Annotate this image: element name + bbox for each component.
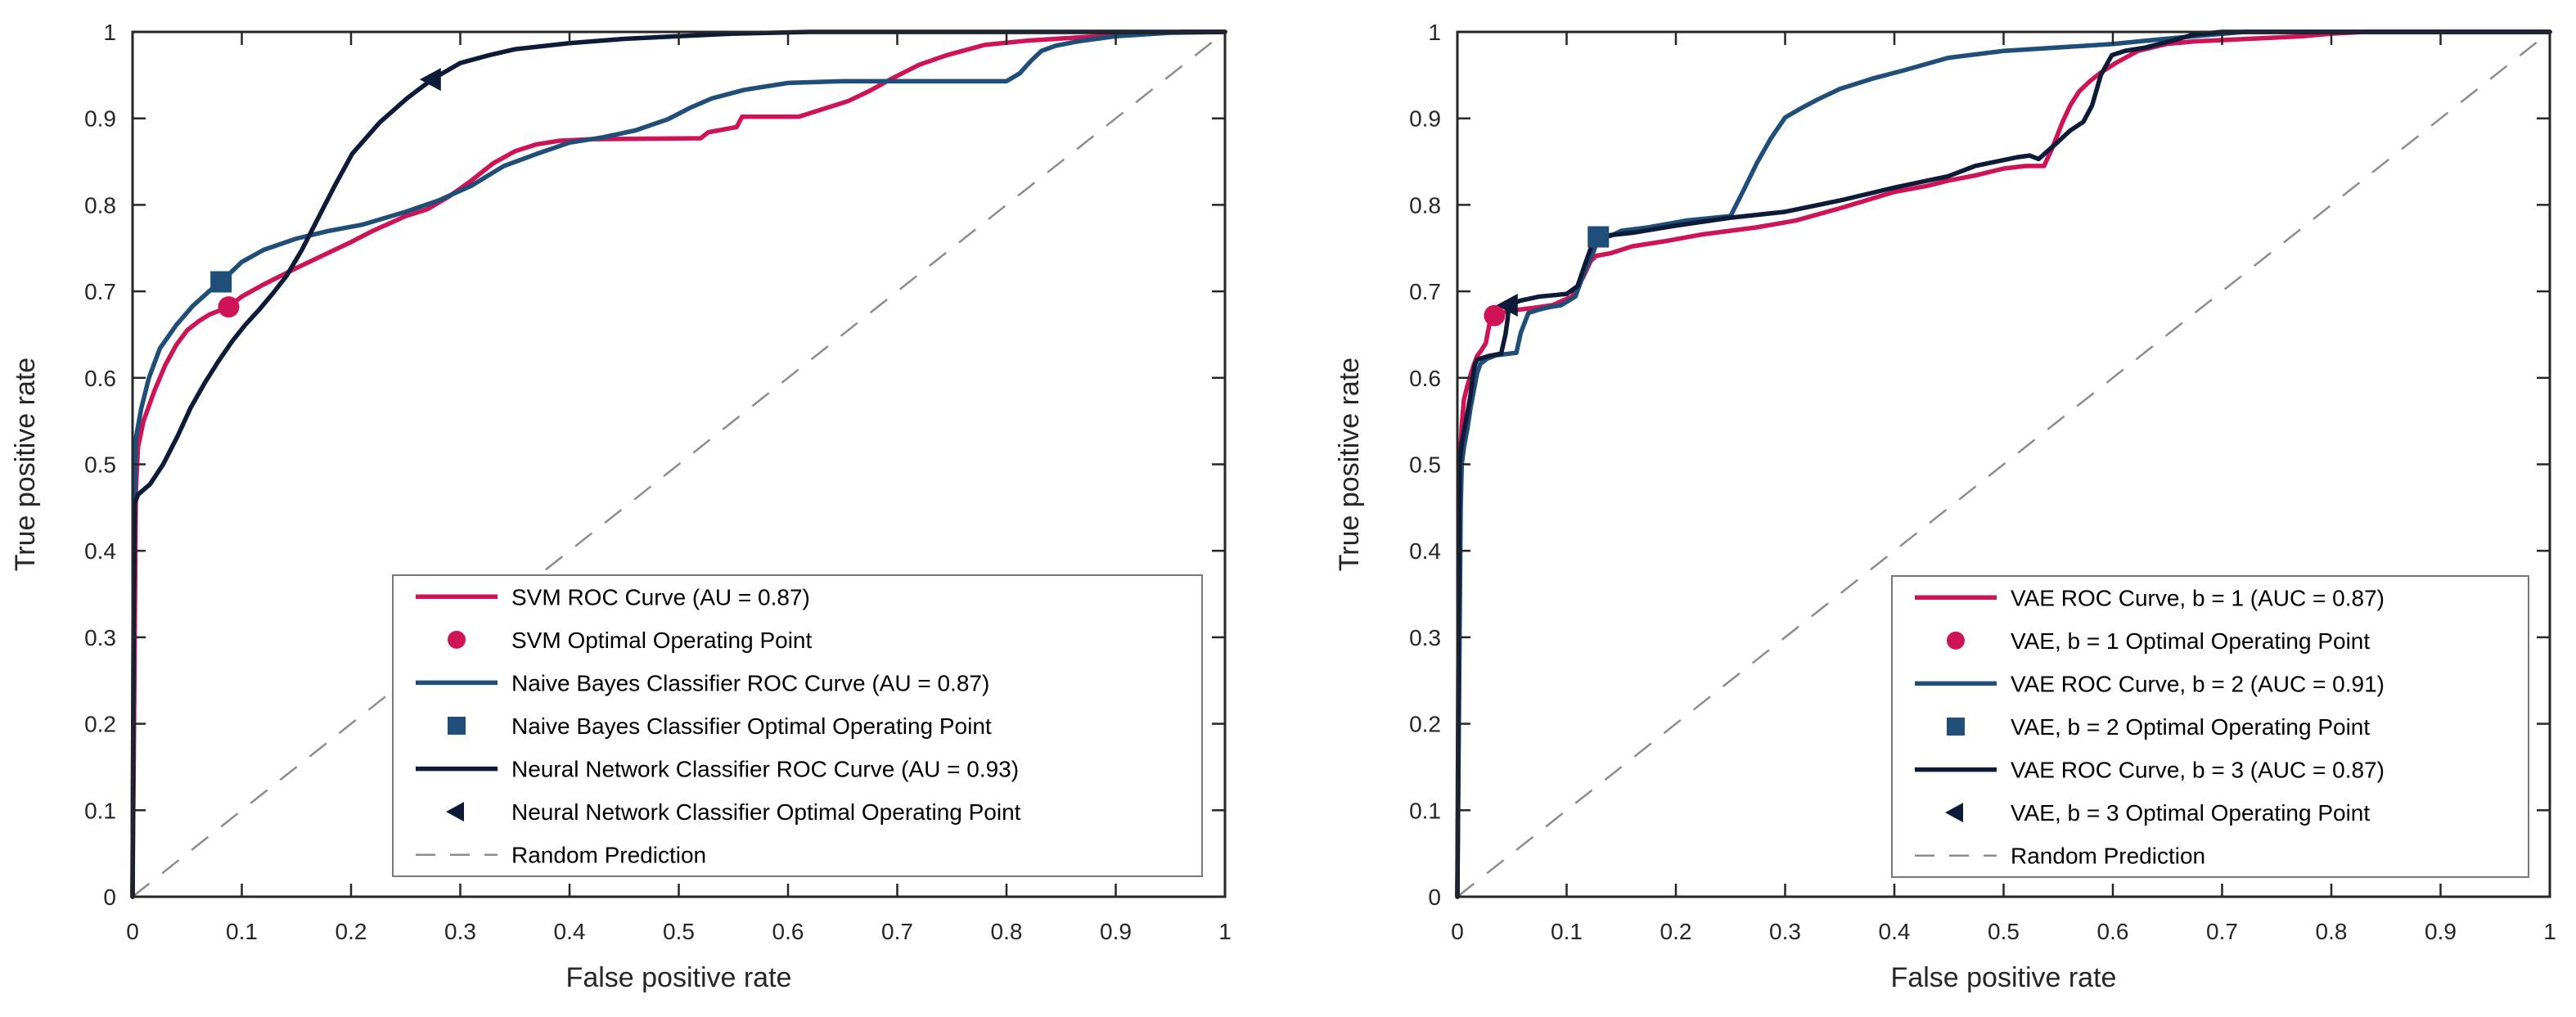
y-axis-label: True positive rate	[10, 358, 41, 571]
legend-sample-marker	[446, 802, 464, 822]
roc-curve-right-0	[1455, 29, 2552, 899]
y-tick-label: 0.5	[84, 452, 116, 478]
y-tick-label: 0.2	[1409, 712, 1441, 737]
x-tick-label: 0	[1451, 919, 1464, 944]
legend-entry-label: VAE ROC Curve, b = 1 (AUC = 0.87)	[2011, 585, 2385, 610]
y-tick-label: 0.3	[1409, 625, 1441, 650]
random-prediction-line-left	[132, 31, 1226, 898]
legend-sample-marker	[448, 630, 466, 649]
y-tick-label: 0.6	[84, 366, 116, 391]
x-axis-label: False positive rate	[1891, 962, 2117, 993]
roc-curve-left-0	[130, 29, 1227, 899]
x-tick-label: 0	[126, 919, 139, 944]
y-tick-label: 0	[103, 884, 116, 910]
x-tick-label: 0.6	[772, 919, 804, 944]
x-tick-label: 0.8	[991, 919, 1023, 944]
x-tick-label: 1	[1218, 919, 1232, 944]
optimal-operating-point-right	[1587, 226, 1610, 248]
x-tick-label: 0.6	[2097, 919, 2129, 944]
x-tick-label: 1	[2543, 919, 2556, 944]
roc-curve-right-2	[1455, 29, 2552, 899]
legend-entry-label: Random Prediction	[2011, 844, 2205, 869]
legend-sample-marker	[1947, 631, 1965, 650]
legend-entry-label: VAE, b = 1 Optimal Operating Point	[2011, 628, 2370, 654]
x-tick-label: 0.3	[1769, 919, 1801, 944]
legend-box-right	[1891, 575, 2529, 878]
legend-entry-label: SVM Optimal Operating Point	[511, 628, 812, 653]
x-tick-label: 0.5	[1988, 919, 2020, 944]
y-tick-label: 0.7	[1409, 279, 1441, 304]
y-tick-label: 0.4	[1409, 538, 1441, 564]
optimal-operating-point-right	[1484, 304, 1506, 326]
x-tick-label: 0.4	[1879, 919, 1911, 944]
x-tick-label: 0.2	[336, 919, 367, 944]
y-tick-label: 0.8	[1409, 192, 1441, 218]
y-tick-label: 0.6	[1409, 366, 1441, 391]
y-axis-label: True positive rate	[1334, 358, 1365, 571]
legend-entry-label: Naive Bayes Classifier Optimal Operating…	[511, 713, 992, 739]
x-tick-label: 0.7	[2206, 919, 2238, 944]
y-tick-label: 0.1	[84, 798, 116, 823]
legend-sample-marker	[1947, 718, 1965, 736]
x-tick-label: 0.4	[554, 919, 586, 944]
random-prediction-line-right	[1457, 31, 2551, 898]
x-tick-label: 0.9	[2425, 919, 2457, 944]
x-tick-label: 0.7	[881, 919, 913, 944]
y-tick-label: 0	[1428, 884, 1441, 910]
optimal-operating-point-left	[419, 68, 441, 92]
x-tick-label: 0.2	[1660, 919, 1692, 944]
y-tick-label: 0.9	[1409, 106, 1441, 132]
legend-entry-label: Neural Network Classifier Optimal Operat…	[511, 799, 1021, 825]
legend-entry-label: VAE ROC Curve, b = 3 (AUC = 0.87)	[2011, 758, 2385, 783]
y-tick-label: 0.1	[1409, 798, 1441, 823]
x-tick-label: 0.8	[2316, 919, 2348, 944]
y-tick-label: 0.3	[84, 625, 116, 650]
y-tick-label: 1	[1428, 20, 1441, 45]
y-tick-label: 0.5	[1409, 452, 1441, 478]
legend-entry-label: Random Prediction	[511, 843, 706, 868]
x-tick-label: 0.3	[444, 919, 476, 944]
x-tick-label: 0.9	[1100, 919, 1132, 944]
x-axis-label: False positive rate	[566, 962, 792, 993]
legend-entry-label: VAE ROC Curve, b = 2 (AUC = 0.91)	[2011, 671, 2385, 696]
y-tick-label: 0.7	[84, 279, 116, 304]
legend-sample-marker	[1945, 803, 1963, 823]
x-tick-label: 0.5	[663, 919, 695, 944]
legend-box-left	[392, 574, 1203, 877]
optimal-operating-point-left	[210, 271, 232, 293]
legend-entry-label: VAE, b = 3 Optimal Operating Point	[2011, 800, 2370, 826]
legend-sample-marker	[448, 717, 466, 735]
legend-entry-label: Naive Bayes Classifier ROC Curve (AU = 0…	[511, 670, 989, 695]
legend-entry-label: SVM ROC Curve (AU = 0.87)	[511, 584, 810, 610]
optimal-operating-point-right	[1496, 294, 1518, 317]
legend-entry-label: VAE, b = 2 Optimal Operating Point	[2011, 714, 2370, 740]
y-tick-label: 0.2	[84, 712, 116, 737]
legend-entry-label: Neural Network Classifier ROC Curve (AU …	[511, 757, 1019, 782]
roc-curve-left-1	[130, 29, 1227, 899]
y-tick-label: 0.4	[84, 538, 116, 564]
y-tick-label: 0.9	[84, 106, 116, 132]
y-tick-label: 0.8	[84, 192, 116, 218]
y-tick-label: 1	[103, 20, 116, 45]
optimal-operating-point-left	[218, 296, 240, 318]
x-tick-label: 0.1	[1551, 919, 1583, 944]
x-tick-label: 0.1	[226, 919, 258, 944]
